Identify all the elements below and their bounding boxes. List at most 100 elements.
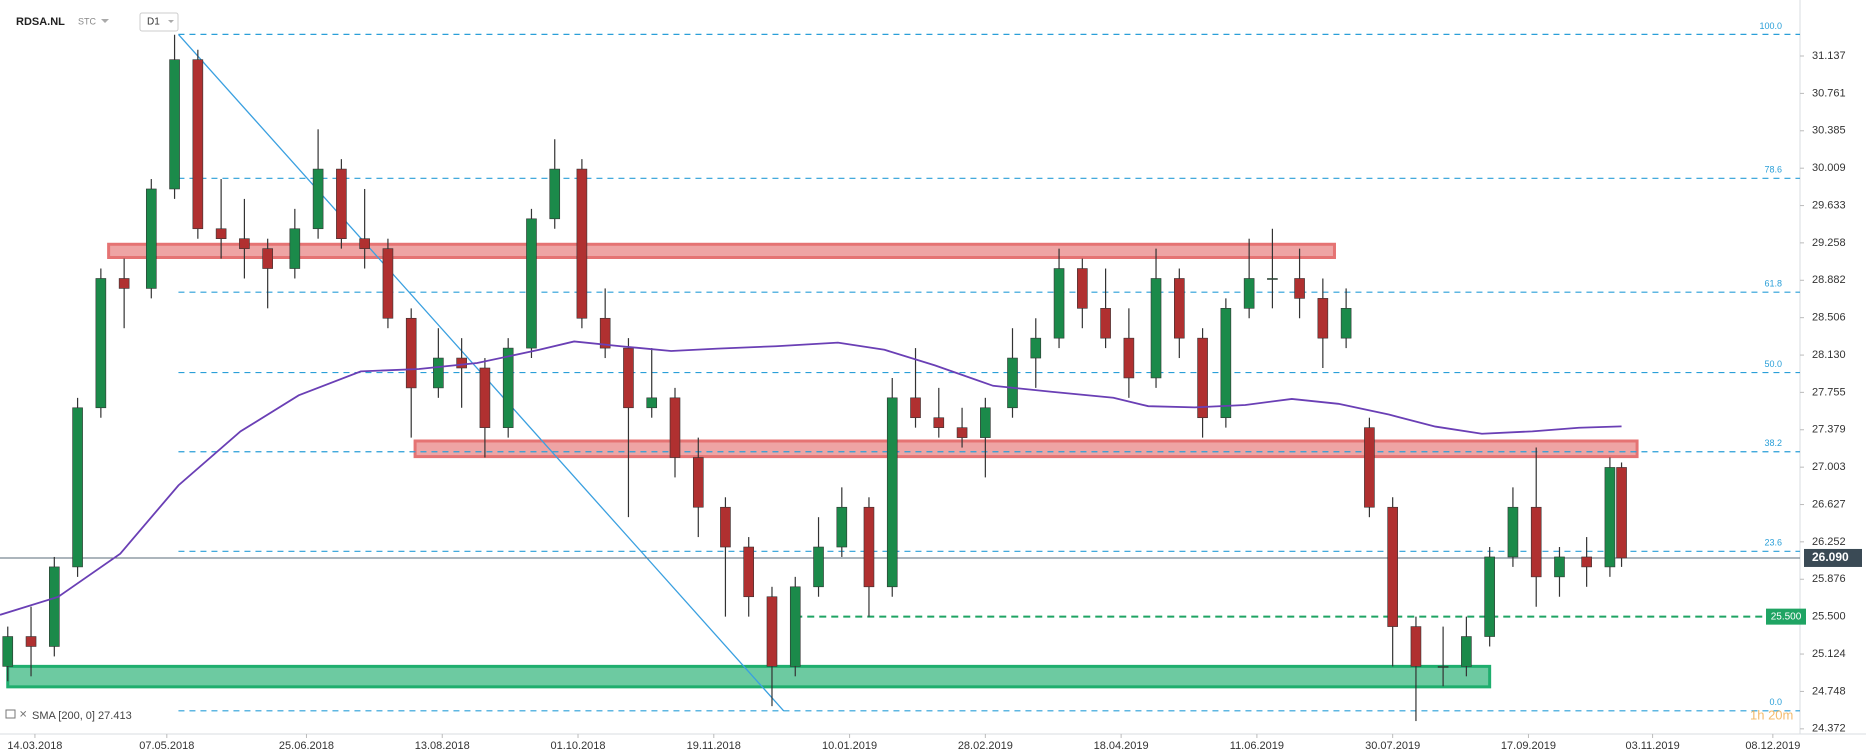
candle-body [1267,278,1278,280]
support-label-box [1766,608,1806,625]
candle-body [1387,506,1398,627]
candle-body [1317,298,1329,339]
candle-body [599,317,611,349]
x-tick-label: 17.09.2019 [1501,740,1556,752]
zone [413,439,1639,459]
fib-label: 50.0 [1764,359,1782,369]
dropdown-icon[interactable] [168,20,174,23]
y-tick-label: 27.003 [1812,461,1846,473]
candle-body [1530,506,1542,578]
timer: 1h 20m [1750,707,1793,722]
y-tick-label: 25.876 [1812,573,1846,585]
candle-body [863,506,875,588]
candle-body [743,546,755,598]
candle-body [192,59,204,230]
candle-body [1030,337,1042,359]
candle-body [720,506,731,548]
zone [6,664,1492,689]
candle-body [956,427,968,438]
interval[interactable]: D1 [147,17,160,28]
last-price-label: 26.090 [1812,550,1849,564]
candle-body [1461,636,1472,667]
candle-body [382,248,394,319]
candle-body [1340,308,1352,339]
candle-body [1484,556,1495,637]
candle-body [1150,278,1162,379]
candle-body [576,168,588,319]
candle-body [49,566,60,647]
candle-body [95,278,107,409]
plot-area: 31.137 30.761 30.385 30.009 29.633 29.258 28.8… [0,21,1846,752]
x-tick-label: 14.03.2018 [7,740,62,752]
candle-body [1581,556,1592,568]
candle-body [2,636,14,667]
close-icon[interactable]: ✕ [19,710,27,721]
y-tick-label: 27.755 [1812,386,1846,398]
zone [107,242,1336,259]
last-price-box [1804,548,1862,567]
fib-label: 23.6 [1764,538,1782,548]
candle-body [25,636,37,647]
support-label: 25.500 [1771,611,1802,622]
candle-body [692,457,704,508]
x-tick-label: 03.11.2019 [1625,740,1679,752]
candle-body [1364,427,1375,508]
y-tick-label: 30.009 [1812,162,1846,174]
candle-body [886,397,898,588]
candle-body [433,357,444,389]
y-tick-label: 29.633 [1812,199,1846,211]
fib-label: 0.0 [1769,697,1782,707]
x-tick-label: 19.11.2018 [687,740,741,752]
candle-body [1437,666,1449,668]
candle-body [215,228,227,239]
candle-body [1554,556,1565,578]
y-tick-label: 30.385 [1812,125,1846,137]
candle-body [549,168,561,220]
exchange[interactable]: STC [78,16,97,26]
candle-body [1507,506,1519,558]
y-tick-label: 28.882 [1812,274,1846,286]
candle-body [1053,268,1065,339]
interval-box[interactable] [139,12,179,32]
candle-body [669,397,681,458]
candle-body [1174,278,1185,339]
candle-body [1197,337,1208,419]
candle-body [766,596,778,667]
indicator-icon[interactable] [5,709,16,719]
y-tick-label: 24.372 [1812,723,1846,735]
x-tick-label: 01.10.2018 [550,740,605,752]
candle-body [169,59,180,190]
candle-body [1123,337,1135,379]
fib-label: 100.0 [1759,21,1782,31]
candle-body [1604,467,1616,568]
candle-body [289,228,301,269]
candle-body [646,397,658,409]
y-tick-label: 28.506 [1812,312,1846,324]
x-tick-label: 11.06.2019 [1230,740,1284,752]
candle-body [1077,268,1088,309]
candle-body [1616,467,1627,559]
x-tick-label: 10.01.2019 [822,740,877,752]
y-tick-label: 30.761 [1812,87,1846,99]
sma-line [0,340,1622,616]
candle-body [1294,278,1305,299]
y-tick-label: 25.500 [1812,611,1846,623]
candle-body [1220,308,1232,419]
candle-body [813,546,824,588]
candle-body [145,188,157,289]
y-tick-label: 28.130 [1812,349,1846,361]
dropdown-icon[interactable] [101,19,109,23]
candle-body [836,506,848,548]
y-tick-label: 29.258 [1812,237,1846,249]
x-tick-label: 28.02.2019 [958,740,1013,752]
candle-body [312,168,324,230]
candle-body [336,168,347,239]
x-tick-label: 25.06.2018 [279,740,334,752]
fib-label: 38.2 [1764,438,1782,448]
fib-label: 78.6 [1764,165,1782,175]
candle-body [526,218,537,349]
candle-body [1100,308,1111,339]
